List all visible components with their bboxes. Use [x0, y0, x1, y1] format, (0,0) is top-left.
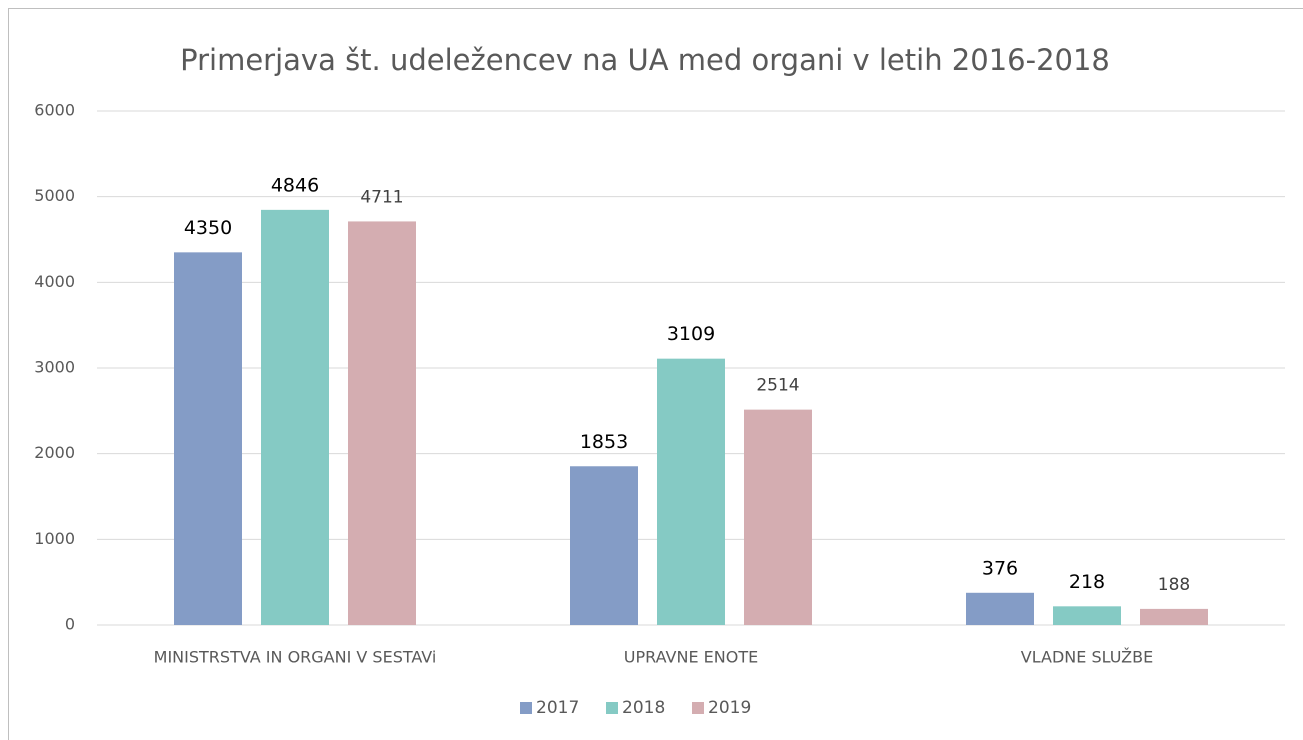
y-tick-label: 2000	[34, 443, 75, 462]
bar	[744, 409, 812, 625]
legend-label: 2018	[622, 698, 665, 718]
data-label: 3109	[667, 323, 715, 345]
data-label: 2514	[756, 376, 799, 396]
y-tick-label: 3000	[34, 358, 75, 377]
legend-swatch	[692, 702, 704, 714]
bar	[261, 209, 329, 626]
legend-label: 2019	[708, 698, 751, 718]
x-tick-label: MINISTRSTVA IN ORGANI V SESTAVi	[154, 648, 437, 667]
legend-label: 2017	[536, 698, 579, 718]
chart-border	[8, 8, 1303, 740]
bar	[966, 592, 1034, 625]
bar	[1053, 606, 1121, 625]
bar	[348, 221, 416, 626]
legend-swatch	[606, 702, 618, 714]
bar	[570, 466, 638, 625]
data-label: 4846	[271, 174, 319, 196]
y-tick-label: 1000	[34, 529, 75, 548]
y-tick-label: 0	[65, 615, 75, 634]
bar	[1140, 608, 1208, 625]
bar	[174, 252, 242, 625]
data-label: 1853	[580, 431, 628, 453]
bar	[657, 358, 725, 625]
chart-title: Primerjava št. udeležencev na UA med org…	[180, 43, 1110, 77]
data-label: 4711	[360, 187, 403, 207]
y-tick-label: 6000	[34, 101, 75, 120]
x-tick-label: VLADNE SLUŽBE	[1021, 648, 1153, 667]
data-label: 376	[982, 557, 1018, 579]
data-label: 4350	[184, 217, 232, 239]
data-label: 188	[1158, 575, 1190, 595]
data-label: 218	[1069, 571, 1105, 593]
y-tick-label: 4000	[34, 272, 75, 291]
x-tick-label: UPRAVNE ENOTE	[624, 648, 758, 667]
legend-swatch	[520, 702, 532, 714]
y-tick-label: 5000	[34, 186, 75, 205]
